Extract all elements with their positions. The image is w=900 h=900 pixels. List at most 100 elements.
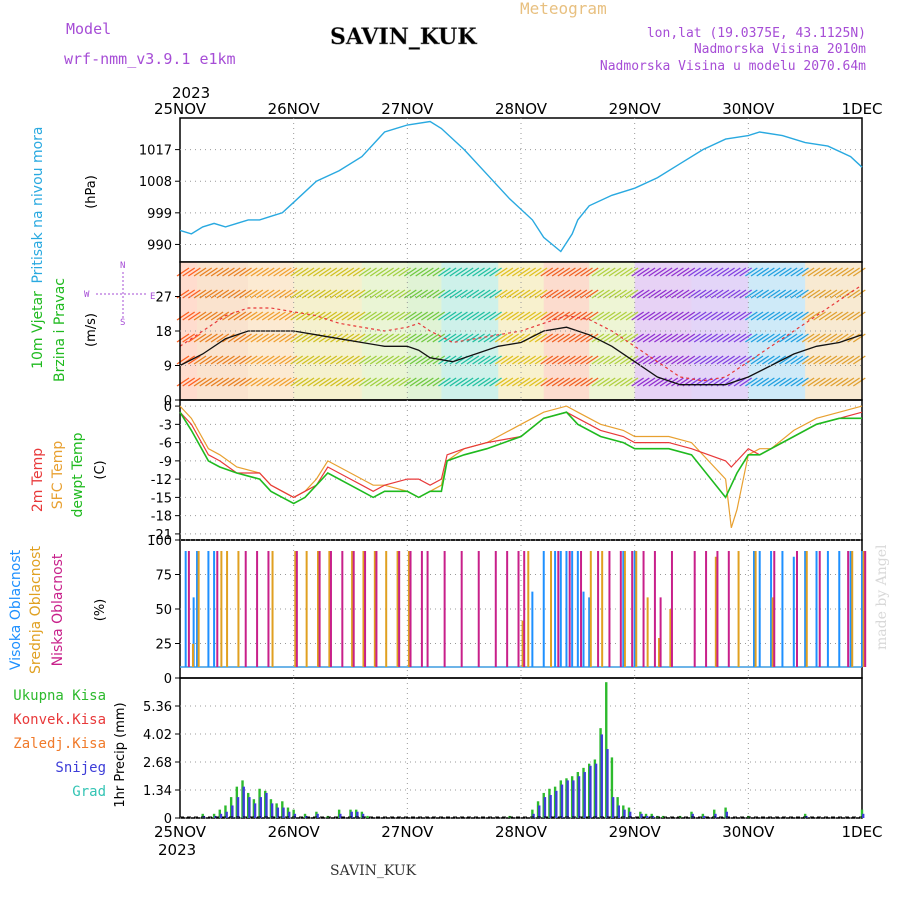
wind-barb: [540, 311, 554, 321]
tick-label: 2.68: [143, 756, 172, 771]
wind-barb: [409, 311, 423, 321]
wind-barb: [733, 333, 747, 343]
wind-barb: [398, 311, 412, 321]
wind-barb: [489, 311, 502, 321]
wind-barb: [392, 267, 406, 277]
wind-barb: [511, 333, 525, 343]
day-label-bottom: 27NOV: [381, 823, 434, 841]
wind-barb: [790, 289, 804, 299]
wind-barb: [324, 377, 338, 387]
wind-barb: [682, 355, 696, 365]
tick-label: 100: [147, 534, 172, 549]
wind-barb: [443, 267, 457, 277]
wind-barb: [705, 355, 718, 365]
wind-barb: [557, 377, 571, 387]
wind-barb: [415, 355, 429, 365]
wind-barb: [455, 333, 468, 343]
day-ticks-bottom: 25NOV 26NOV 27NOV 28NOV 29NOV 30NOV 1DEC: [154, 823, 883, 841]
wind-barb: [631, 289, 645, 299]
wind-barb: [580, 289, 593, 299]
wind-barb: [239, 377, 252, 387]
wind-barb: [477, 333, 491, 343]
wind-barb: [347, 289, 360, 299]
wind-barb: [347, 355, 360, 365]
wind-barb: [330, 311, 343, 321]
wind-barb: [716, 289, 730, 299]
wind-barb: [449, 289, 463, 299]
wind-barb: [341, 311, 355, 321]
wind-barb: [665, 333, 679, 343]
compass-e: E: [150, 292, 155, 302]
wind-barb: [460, 377, 474, 387]
wind-barb: [830, 289, 843, 299]
wind-barb: [801, 267, 815, 277]
wind-barb: [654, 267, 667, 277]
wind-barb: [744, 333, 758, 343]
wind-barb: [250, 355, 264, 365]
wind-barb: [625, 311, 639, 321]
cloud-label-2: Srednja Oblacnost: [28, 546, 44, 674]
wind-barb: [421, 355, 434, 365]
wind-barb: [671, 267, 684, 277]
wind-barb: [244, 377, 258, 387]
wind-barb: [472, 377, 485, 387]
wind-barb: [636, 289, 650, 299]
wind-barb: [705, 289, 718, 299]
wind-barb: [455, 311, 468, 321]
wind-barb: [267, 289, 281, 299]
wind-barb: [659, 289, 673, 299]
wind-barb: [432, 333, 446, 343]
wind-barb: [835, 355, 849, 365]
wind-barb: [699, 289, 713, 299]
precip-panel: 5.36 4.02 2.68 1.34 0 Ukupna Kisa Konvek.Kis…: [13, 677, 865, 827]
wind-barb: [682, 311, 696, 321]
wind-barb: [557, 289, 571, 299]
wind-barb: [398, 333, 412, 343]
wind-barb: [256, 355, 269, 365]
wind-barb: [500, 267, 514, 277]
wind-barb: [489, 377, 502, 387]
wind-barb: [222, 289, 235, 299]
wind-barb: [250, 333, 264, 343]
wind-barb: [784, 377, 798, 387]
wind-barb: [744, 311, 758, 321]
wind-barb: [375, 333, 389, 343]
precip-bar: [275, 803, 278, 818]
wind-barb: [574, 377, 588, 387]
wind-barb: [591, 267, 605, 277]
wind-barb: [784, 267, 798, 277]
wind-barb: [762, 267, 775, 277]
wind-barb: [341, 267, 355, 277]
precip-bar: [714, 813, 717, 818]
wind-barb: [176, 333, 190, 343]
wind-barb: [671, 289, 684, 299]
wind-barb: [398, 267, 412, 277]
wind-barb: [830, 355, 843, 365]
precip-bar: [366, 815, 369, 818]
wind-barb: [546, 289, 559, 299]
wind-barb: [659, 267, 673, 277]
credit: made by Angel: [874, 544, 890, 650]
wind-barb: [790, 311, 804, 321]
wind-barb: [244, 311, 258, 321]
precip-bar: [337, 809, 341, 818]
day-label-bottom: 28NOV: [495, 823, 548, 841]
wind-barb: [227, 355, 241, 365]
temp-ticks: 0 -3 -6 -9 -12 -15 -18 -21: [151, 400, 862, 543]
precip-bar: [610, 757, 614, 818]
wind-barb: [710, 355, 724, 365]
wind-barb: [460, 267, 474, 277]
wind-barb: [409, 333, 423, 343]
wind-barb: [585, 355, 599, 365]
wind-barb: [244, 289, 258, 299]
wind-barb: [546, 267, 559, 277]
wind-barb: [426, 333, 440, 343]
wind-barb: [290, 289, 304, 299]
wind-barb: [739, 311, 753, 321]
wind-barb: [358, 355, 372, 365]
wind-gust-line: [179, 284, 863, 382]
wind-barb: [631, 355, 645, 365]
wind-barb: [182, 267, 196, 277]
cloud-panel: 100 75 50 25 0 Visoka Oblacnost Srednja Obla…: [8, 534, 867, 687]
wind-barb: [739, 289, 753, 299]
